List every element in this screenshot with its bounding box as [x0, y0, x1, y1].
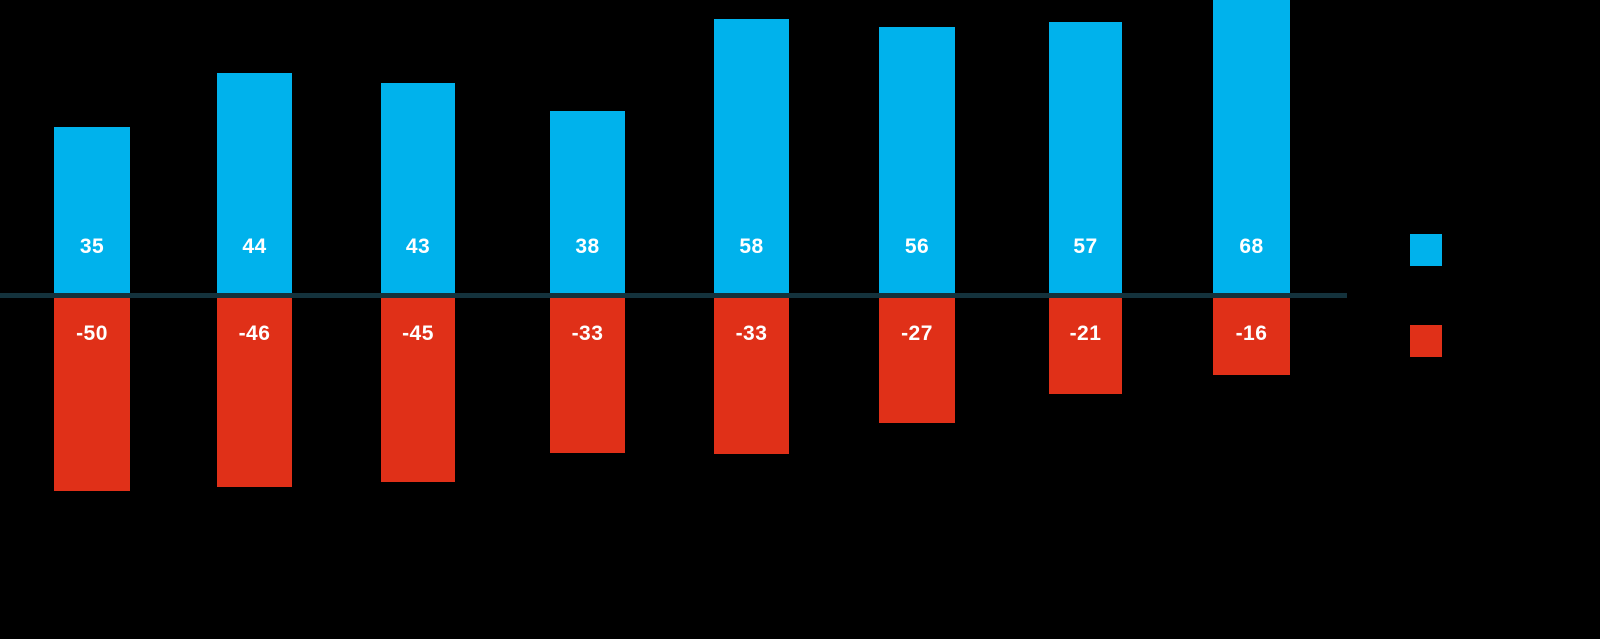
bar-value-label-negative: -50	[76, 322, 108, 345]
bar-value-label-positive: 44	[242, 235, 267, 258]
bar-negative	[714, 298, 789, 454]
bar-value-label-negative: -45	[402, 322, 434, 345]
bar-value-label-positive: 58	[739, 235, 764, 258]
bar-negative	[1049, 298, 1122, 394]
bar-positive	[217, 73, 292, 293]
bar-positive	[879, 27, 955, 293]
bar-positive	[54, 127, 130, 293]
legend-swatch-positive-icon	[1410, 234, 1442, 266]
bar-positive	[1213, 0, 1290, 293]
bar-value-label-negative: -16	[1235, 322, 1268, 345]
bar-positive	[714, 19, 789, 293]
bar-positive	[1049, 22, 1122, 293]
bar-value-label-negative: -21	[1069, 322, 1102, 345]
bar-value-label-negative: -27	[901, 322, 933, 345]
bar-value-label-positive: 43	[405, 235, 431, 258]
bar-value-label-negative: -33	[735, 322, 768, 345]
bar-value-label-negative: -46	[238, 322, 271, 345]
bar-negative	[54, 298, 130, 491]
bar-negative	[879, 298, 955, 423]
x-axis-baseline	[0, 293, 1347, 298]
bar-negative	[1213, 298, 1290, 375]
bar-value-label-negative: -33	[571, 322, 604, 345]
bar-value-label-positive: 35	[79, 235, 105, 258]
bar-negative	[217, 298, 292, 487]
bar-value-label-positive: 68	[1239, 235, 1264, 258]
bar-negative	[381, 298, 455, 482]
bar-positive	[550, 111, 625, 293]
bar-value-label-positive: 38	[575, 235, 600, 258]
legend-swatch-negative-icon	[1410, 325, 1442, 357]
bar-positive	[381, 83, 455, 293]
bar-negative	[550, 298, 625, 453]
bar-value-label-positive: 56	[904, 235, 930, 258]
bar-value-label-positive: 57	[1073, 235, 1098, 258]
